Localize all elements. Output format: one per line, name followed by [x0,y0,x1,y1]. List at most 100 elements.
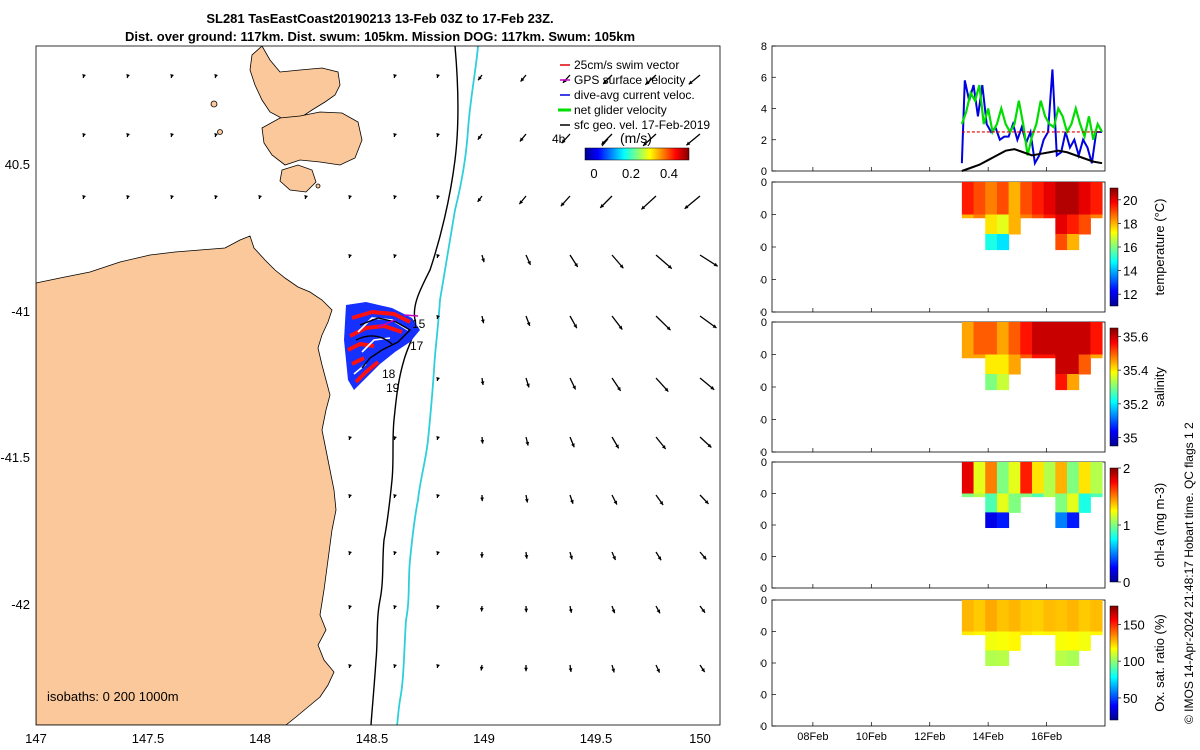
velocity-vector-head [520,77,525,82]
heatmap-cell [996,650,1010,667]
heatmap-cell [985,650,998,667]
map-y-tick: -42 [11,597,30,612]
plot-title-line1: SL281 TasEastCoast20190213 13-Feb 03Z to… [206,11,554,26]
colorbar-tick: 1 [1123,518,1130,533]
velocity-vector-head [82,133,86,137]
heatmap-cell [985,512,998,529]
heatmap-cell [1067,512,1080,529]
velocity-vector-head [214,133,218,137]
plot-title-line2: Dist. over ground: 117km. Dist. swum: 10… [124,29,636,44]
heatmap-cell [973,493,986,498]
heatmap-cell [996,631,1010,651]
velocity-vector-head [478,76,482,81]
heatmap-cell [996,512,1010,529]
velocity-vector-head [480,439,485,444]
velocity-vector-head [707,443,712,448]
velocity-vector-head [688,80,693,85]
heatmap-cell [1090,182,1103,215]
heatmap-cell [996,462,1010,494]
heatmap-cell [985,322,998,355]
map-y-tick: -41.5 [0,450,30,465]
velocity-vector-head [126,195,130,199]
velocity-vector-head [710,385,715,390]
time-x-axis: 08Feb 10Feb 12Feb 14Feb 16Feb [797,731,1062,743]
map-y-tick: -41 [11,304,30,319]
colorbar-tick: 35.2 [1123,397,1148,412]
heatmap-cell [973,214,986,219]
heatmap-cell [1055,512,1068,529]
velocity-vector-head [524,608,529,613]
colorbar-tick: 16 [1123,240,1137,255]
velocity-series-line [960,69,1103,167]
velocity-vector-head [619,264,624,269]
velocity-vector-head [436,315,440,319]
velocity-vector-head [568,668,573,672]
velocity-vector-head [574,262,578,267]
velocity-vector-head [572,385,576,390]
colorbar-tick: 100 [1123,654,1145,669]
colorbar-label: Ox. sat. ratio (%) [1152,614,1167,712]
velocity-vector-head [611,609,616,614]
heatmap-cell [1078,462,1091,494]
time-x-tick: 12Feb [914,731,945,743]
heatmap-cell [996,374,1010,391]
velocity-y-tick: 0.2 [760,135,767,147]
heatmap-cell [1078,322,1091,355]
velocity-vector-head [526,383,530,388]
velocity-chart: 00.20.40.60.8velocity magnitude (m/s) [760,41,1106,178]
heatmap-cell [961,462,975,494]
map-x-tick: 149.5 [580,731,613,746]
time-x-tick: 16Feb [1031,731,1062,743]
velocity-vector-head [393,436,397,440]
velocity-y-tick: 0.8 [760,41,767,53]
map-x-tick: 147.5 [132,731,165,746]
velocity-vector-head [258,195,262,199]
depth-y-tick: 50 [760,210,767,222]
heatmap-cell [1043,182,1056,215]
velocity-colorbar-tick: 0 [590,166,597,181]
heatmap-cell [961,214,975,219]
heatmap-cell [1020,322,1033,355]
heatmap-cell [985,600,998,632]
velocity-vector-head [480,554,484,558]
velocity-vector-head [641,205,646,210]
heatmap-cell [1055,600,1068,632]
depth-y-tick: 0 [761,317,767,329]
heatmap-cell [1067,493,1080,513]
velocity-vector-head [348,664,352,668]
velocity-vector-head [480,381,485,385]
depth-y-tick: 150 [760,552,767,564]
depth-y-tick: 150 [760,415,767,427]
velocity-vector-head [82,195,86,199]
velocity-vector-head [525,441,530,446]
heatmap-chart: 050100150200Depth (m)1214161820temperatu… [760,177,1167,319]
heatmap-cell [985,374,998,391]
velocity-vector-head [479,607,484,612]
heatmap-cell [1020,182,1033,215]
map-y-tick: 40.5 [5,157,30,172]
heatmap-cell [1043,214,1056,219]
heatmap-cell [1090,354,1103,359]
heatmap-colorbar [1109,327,1119,447]
heatmap-cell [1008,493,1021,513]
glider-track [344,302,420,390]
heatmap-cell [1090,631,1103,636]
heatmap-cell [1031,631,1045,636]
heatmap-cell [996,214,1010,235]
velocity-vector-head [561,139,566,144]
day-label-17: 17 [410,339,424,353]
colorbar-tick: 2 [1123,461,1130,476]
velocity-vector-head [479,666,484,671]
heatmap-cell [1008,354,1021,375]
velocity-vector-head [524,498,529,503]
velocity-series-line [960,84,1104,156]
velocity-vector-head [436,664,440,668]
velocity-vector-head [603,80,608,84]
velocity-vector-head [686,141,691,146]
velocity-vector-head [526,321,531,326]
heatmap-cell [985,631,998,651]
velocity-vector-head [436,74,440,78]
depth-y-tick: 100 [760,520,767,532]
velocity-vector-head [519,137,524,142]
